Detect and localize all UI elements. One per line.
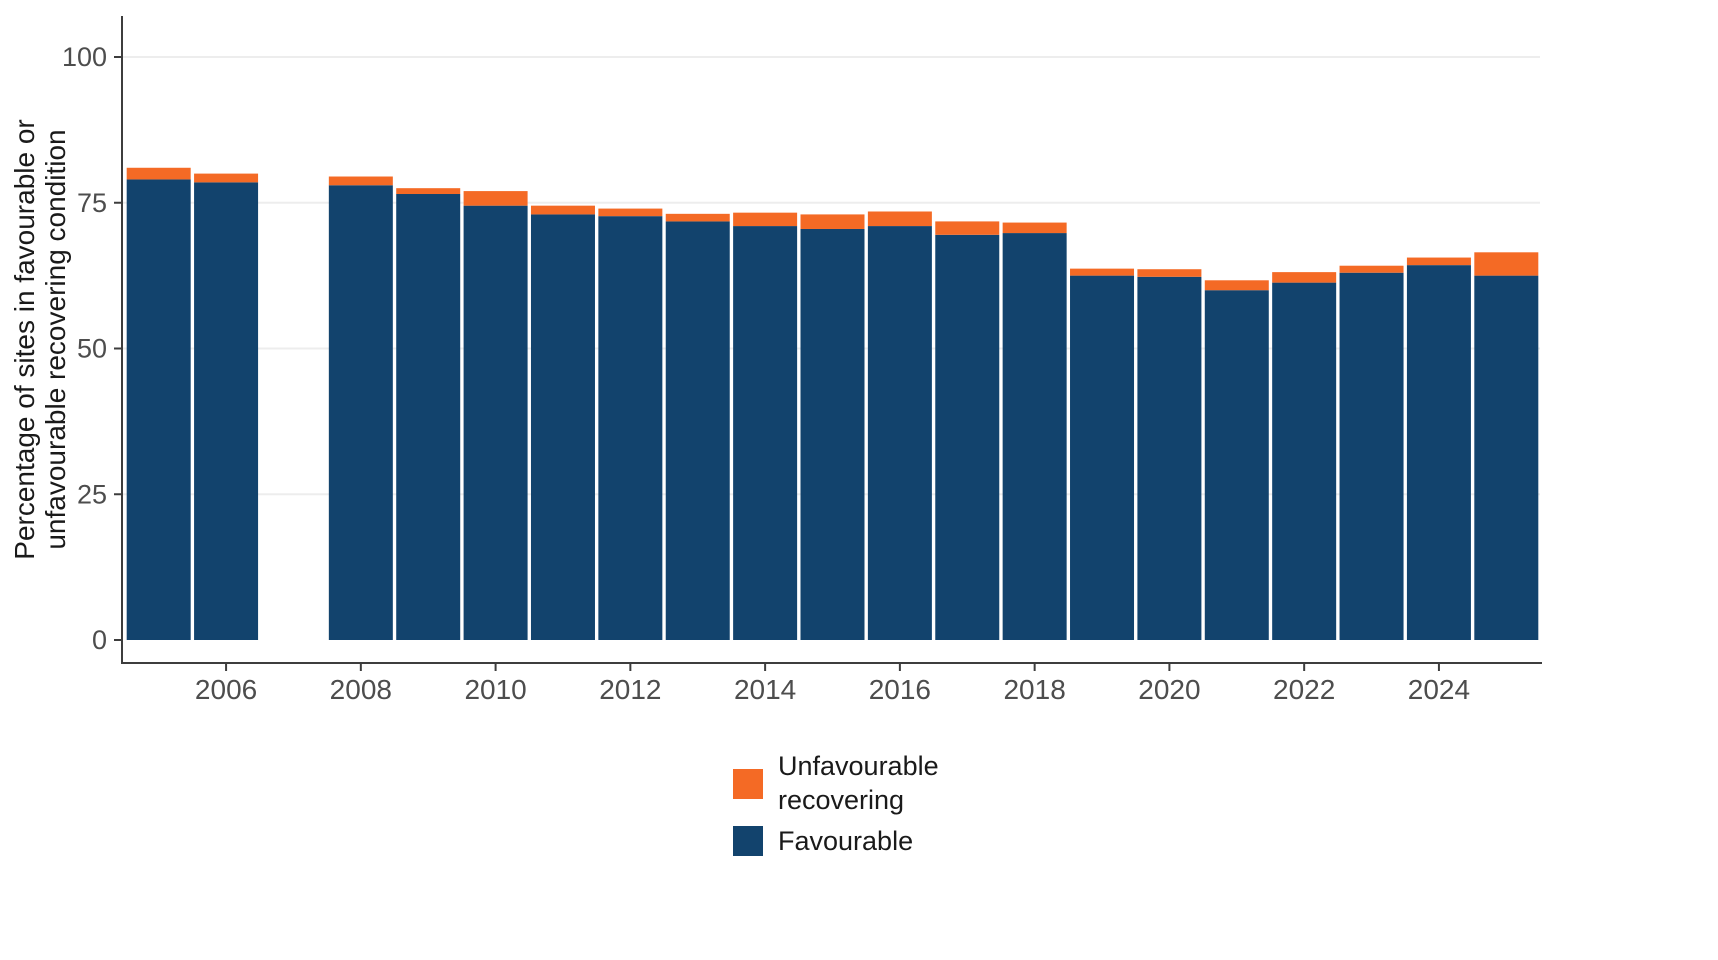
bar-2022-favourable xyxy=(1272,282,1337,640)
bar-2016-favourable xyxy=(867,226,932,640)
x-tick-label-2008: 2008 xyxy=(330,674,392,705)
bar-2008-favourable xyxy=(328,185,393,640)
legend-item-unfavourable-recovering: Unfavourable recovering xyxy=(733,750,978,818)
bar-2018-unfavourable-recovering xyxy=(1002,222,1067,234)
legend: Unfavourable recovering Favourable xyxy=(733,750,978,858)
x-tick-label-2014: 2014 xyxy=(734,674,796,705)
bar-2006-unfavourable-recovering xyxy=(194,173,259,183)
bar-2014-favourable xyxy=(733,226,798,640)
bar-2005-favourable xyxy=(126,179,191,640)
x-tick-label-2024: 2024 xyxy=(1408,674,1470,705)
bar-2011-favourable xyxy=(530,214,595,640)
bar-2015-favourable xyxy=(800,228,865,641)
bar-2016-unfavourable-recovering xyxy=(867,211,932,227)
bar-2025-favourable xyxy=(1474,275,1539,640)
bar-2014-unfavourable-recovering xyxy=(733,212,798,227)
legend-label-favourable: Favourable xyxy=(778,825,914,856)
bar-2009-unfavourable-recovering xyxy=(396,188,461,195)
bar-2012-unfavourable-recovering xyxy=(598,208,663,217)
bar-2020-unfavourable-recovering xyxy=(1137,269,1202,277)
bar-2021-favourable xyxy=(1204,290,1269,640)
bar-2006-favourable xyxy=(194,182,259,640)
y-axis-title-line-2: unfavourable recovering condition xyxy=(40,129,71,549)
x-tick-label-2022: 2022 xyxy=(1273,674,1335,705)
bar-2024-unfavourable-recovering xyxy=(1406,257,1471,266)
bar-2017-favourable xyxy=(935,234,1000,640)
y-tick-label-25: 25 xyxy=(77,479,107,509)
bar-2024-favourable xyxy=(1406,265,1471,640)
bar-2010-unfavourable-recovering xyxy=(463,191,528,206)
bar-2010-favourable xyxy=(463,205,528,641)
y-tick-label-0: 0 xyxy=(92,625,107,655)
bar-2005-unfavourable-recovering xyxy=(126,167,191,180)
bar-2021-unfavourable-recovering xyxy=(1204,280,1269,291)
y-axis-title: Percentage of sites in favourable or unfa… xyxy=(9,119,71,559)
bar-2008-unfavourable-recovering xyxy=(328,176,393,186)
x-tick-label-2016: 2016 xyxy=(869,674,931,705)
legend-label-unfavourable-recovering: Unfavourable recovering xyxy=(778,751,939,815)
bar-2022-unfavourable-recovering xyxy=(1272,272,1337,283)
x-tick-label-2006: 2006 xyxy=(195,674,257,705)
y-tick-label-75: 75 xyxy=(77,188,107,218)
bar-2023-favourable xyxy=(1339,272,1404,640)
bar-2012-favourable xyxy=(598,216,663,640)
bar-2020-favourable xyxy=(1137,276,1202,640)
bar-2011-unfavourable-recovering xyxy=(530,205,595,215)
bar-2013-favourable xyxy=(665,221,730,640)
bar-2019-favourable xyxy=(1070,275,1135,640)
y-tick-label-100: 100 xyxy=(62,42,107,72)
y-tick-label-50: 50 xyxy=(77,334,107,364)
x-tick-label-2020: 2020 xyxy=(1138,674,1200,705)
legend-item-favourable: Favourable xyxy=(733,825,978,859)
bar-2015-unfavourable-recovering xyxy=(800,214,865,229)
bar-2019-unfavourable-recovering xyxy=(1070,268,1135,276)
legend-swatch-favourable xyxy=(733,826,763,857)
bar-2023-unfavourable-recovering xyxy=(1339,265,1404,273)
bar-2013-unfavourable-recovering xyxy=(665,213,730,222)
bars xyxy=(126,167,1539,641)
bar-2017-unfavourable-recovering xyxy=(935,221,1000,235)
x-tick-label-2012: 2012 xyxy=(599,674,661,705)
bar-2025-unfavourable-recovering xyxy=(1474,252,1539,276)
x-axis: 2006 2008 2010 2012 2014 2016 2018 2020 2022 2024 xyxy=(195,663,1470,705)
x-tick-label-2010: 2010 xyxy=(464,674,526,705)
y-axis-title-line-1: Percentage of sites in favourable or xyxy=(9,119,40,559)
bar-2009-favourable xyxy=(396,194,461,640)
legend-swatch-unfavourable-recovering xyxy=(733,768,763,799)
bar-2018-favourable xyxy=(1002,233,1067,641)
x-tick-label-2018: 2018 xyxy=(1003,674,1065,705)
y-axis: 0 25 50 75 100 xyxy=(62,42,122,655)
